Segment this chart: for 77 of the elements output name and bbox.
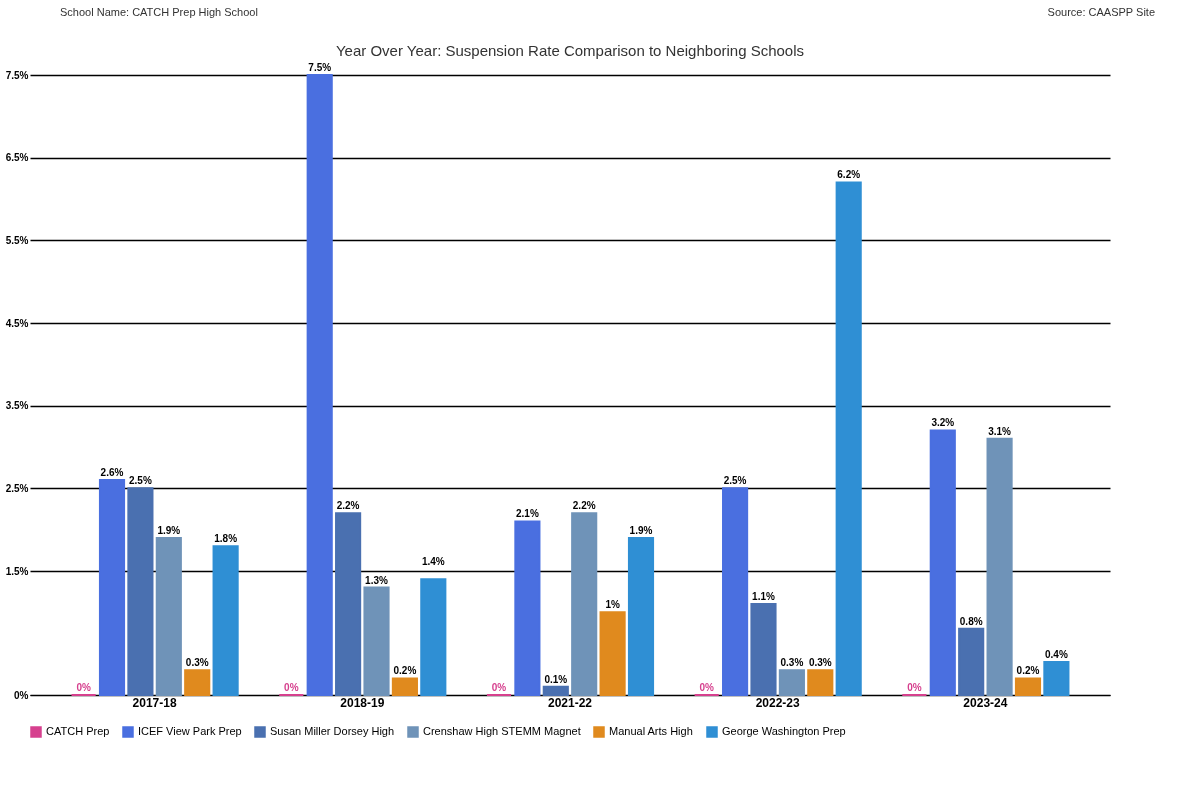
bar — [363, 586, 390, 696]
data-label: 0% — [699, 682, 715, 693]
bar — [391, 677, 418, 696]
data-label: 0.3% — [808, 657, 832, 669]
bar — [335, 512, 362, 696]
data-label: 2.6% — [100, 467, 124, 479]
data-label: 2.5% — [129, 475, 152, 487]
data-label: 0% — [284, 682, 299, 693]
data-label: 0.3% — [780, 657, 804, 669]
bar — [98, 479, 126, 696]
data-label: 1.8% — [214, 533, 238, 545]
bar — [958, 627, 985, 696]
data-label: 0.3% — [185, 657, 209, 669]
data-label: 0.2% — [1016, 665, 1040, 677]
y-tick-label: 5.5% — [5, 234, 29, 246]
bar — [835, 181, 862, 696]
bar — [807, 669, 834, 696]
legend-label: Susan Miller Dorsey High — [270, 725, 395, 737]
x-tick-label: 2018-19 — [340, 695, 385, 710]
text: School Name: CATCH Prep High School — [60, 6, 258, 18]
data-label: 2.2% — [336, 500, 360, 512]
x-tick-label: 2021-22 — [547, 695, 593, 710]
data-label: 6.2% — [837, 169, 861, 181]
data-label: 1.1% — [752, 591, 775, 603]
bar — [306, 74, 333, 696]
data-label: 1.4% — [421, 556, 445, 567]
data-label: 0.2% — [393, 665, 417, 677]
y-tick-label: 0% — [14, 689, 29, 701]
x-tick-label: 2017-18 — [132, 695, 177, 710]
data-label: 0% — [76, 682, 91, 693]
y-tick-label: 2.5% — [5, 482, 29, 494]
data-label: 1.3% — [365, 574, 389, 586]
bar — [184, 669, 211, 696]
data-label: 1.9% — [629, 524, 653, 536]
legend-label: ICEF View Park Prep — [138, 725, 242, 737]
legend-label: CATCH Prep — [46, 725, 110, 737]
data-label: 7.5% — [308, 62, 332, 73]
bar — [420, 578, 447, 696]
data-label: 0.8% — [959, 615, 983, 627]
chart-title: Year Over Year: Suspension Rate Comparison to Neighboring Schools — [335, 42, 805, 59]
bar — [929, 429, 956, 696]
bar — [722, 487, 749, 696]
legend-label: Crenshaw High STEMM Magnet — [423, 725, 581, 737]
y-tick-label: 3.5% — [5, 400, 29, 412]
bar — [1014, 677, 1042, 696]
bar — [514, 520, 541, 696]
bar — [212, 545, 239, 696]
x-tick-label: 2022-23 — [755, 695, 801, 710]
data-label: 1% — [605, 599, 620, 611]
data-label: 2.1% — [516, 508, 539, 520]
data-label: 0% — [491, 682, 507, 693]
y-tick-label: 6.5% — [5, 152, 29, 164]
bar — [750, 603, 777, 696]
bar — [155, 536, 182, 696]
data-label: 3.2% — [931, 417, 955, 429]
bar — [986, 437, 1013, 696]
bar — [127, 487, 154, 696]
bar — [571, 512, 598, 696]
bar — [1043, 660, 1070, 696]
legend-label: Manual Arts High — [609, 725, 693, 737]
data-label: 0.1% — [544, 673, 568, 685]
x-tick-label: 2023-24 — [963, 695, 1008, 710]
data-label: 1.9% — [157, 524, 181, 536]
data-label: 0.4% — [1044, 648, 1068, 660]
bar — [627, 536, 655, 696]
bar — [599, 611, 626, 696]
data-label: 0% — [907, 682, 922, 693]
data-label: 2.5% — [723, 475, 747, 487]
source-note: Source: CAASPP Site — [1047, 6, 1155, 18]
bar — [542, 685, 569, 696]
y-tick-label: 1.5% — [5, 565, 29, 577]
y-tick-label: 7.5% — [5, 69, 29, 81]
legend-label: George Washington Prep — [722, 725, 846, 737]
y-tick-label: 4.5% — [5, 317, 29, 329]
data-label: 3.1% — [988, 425, 1012, 437]
data-label: 2.2% — [572, 500, 596, 512]
bar — [778, 669, 805, 696]
